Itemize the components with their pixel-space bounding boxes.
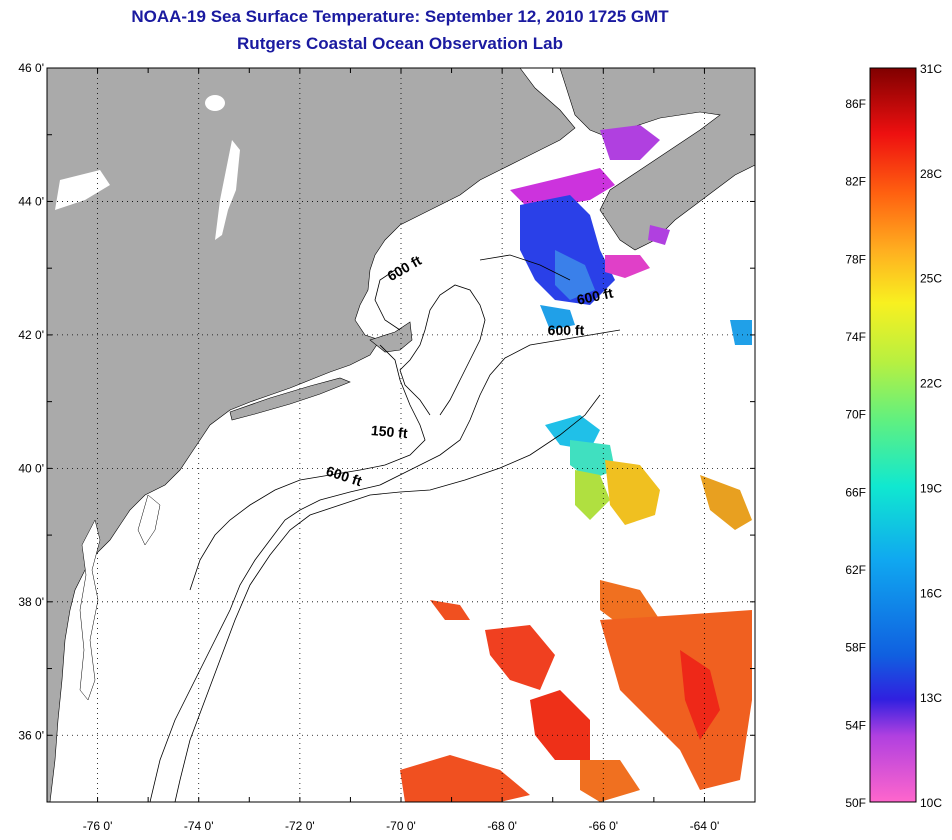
lat-tick-label: 36 0' bbox=[18, 728, 44, 742]
lat-tick-label: 38 0' bbox=[18, 595, 44, 609]
colorbar-f-label: 86F bbox=[845, 97, 866, 111]
lon-tick-label: -74 0' bbox=[184, 819, 214, 833]
map-subtitle: Rutgers Coastal Ocean Observation Lab bbox=[237, 34, 563, 53]
colorbar-c-label: 16C bbox=[920, 586, 942, 600]
colorbar-f-label: 70F bbox=[845, 408, 866, 422]
colorbar-fahrenheit-labels: 86F 82F 78F 74F 70F 66F 62F 58F 54F 50F bbox=[845, 97, 866, 810]
lake-champlain bbox=[215, 140, 240, 240]
lon-tick-label: -72 0' bbox=[285, 819, 315, 833]
inland-water bbox=[55, 170, 110, 210]
depth-contours bbox=[149, 254, 621, 802]
map-graticule bbox=[46, 67, 756, 803]
colorbar-f-label: 54F bbox=[845, 718, 866, 732]
colorbar-c-label: 10C bbox=[920, 796, 942, 810]
colorbar-c-label: 19C bbox=[920, 481, 942, 495]
lon-tick-label: -76 0' bbox=[83, 819, 113, 833]
colorbar-c-label: 25C bbox=[920, 272, 942, 286]
colorbar-f-label: 78F bbox=[845, 252, 866, 266]
contour-depth-label: 600 ft bbox=[548, 322, 585, 338]
colorbar-f-label: 66F bbox=[845, 485, 866, 499]
contour-depth-label: 150 ft bbox=[370, 422, 408, 441]
lat-tick-label: 40 0' bbox=[18, 461, 44, 475]
inland-lake bbox=[205, 95, 225, 111]
lon-tick-label: -66 0' bbox=[588, 819, 618, 833]
lon-tick-label: -68 0' bbox=[487, 819, 517, 833]
chesapeake-bay bbox=[79, 519, 101, 701]
colorbar-f-label: 58F bbox=[845, 641, 866, 655]
sst-data-layer bbox=[400, 125, 752, 802]
lat-tick-label: 46 0' bbox=[18, 61, 44, 75]
lon-tick-label: -70 0' bbox=[386, 819, 416, 833]
lat-tick-label: 44 0' bbox=[18, 194, 44, 208]
long-island bbox=[229, 377, 351, 421]
longitude-axis: -76 0' -74 0' -72 0' -70 0' -68 0' -66 0' -64 … bbox=[83, 819, 720, 833]
latitude-axis: 46 0' 44 0' 42 0' 40 0' 38 0' 36 0' bbox=[18, 61, 44, 742]
colorbar-c-label: 31C bbox=[920, 62, 942, 76]
colorbar-c-label: 22C bbox=[920, 377, 942, 391]
temperature-colorbar bbox=[869, 67, 917, 803]
colorbar-f-label: 50F bbox=[845, 796, 866, 810]
colorbar-c-label: 13C bbox=[920, 691, 942, 705]
delaware-bay bbox=[137, 494, 161, 546]
colorbar-f-label: 62F bbox=[845, 563, 866, 577]
colorbar-celsius-labels: 31C 28C 25C 22C 19C 16C 13C 10C bbox=[920, 62, 942, 810]
colorbar-f-label: 82F bbox=[845, 175, 866, 189]
us-land bbox=[47, 68, 576, 802]
contour-depth-label: 600 ft bbox=[575, 284, 614, 307]
colorbar-c-label: 28C bbox=[920, 167, 942, 181]
map-title: NOAA-19 Sea Surface Temperature: Septemb… bbox=[131, 7, 669, 26]
lat-tick-label: 42 0' bbox=[18, 328, 44, 342]
lon-tick-label: -64 0' bbox=[690, 819, 720, 833]
colorbar-f-label: 74F bbox=[845, 330, 866, 344]
cape-cod bbox=[369, 321, 413, 353]
